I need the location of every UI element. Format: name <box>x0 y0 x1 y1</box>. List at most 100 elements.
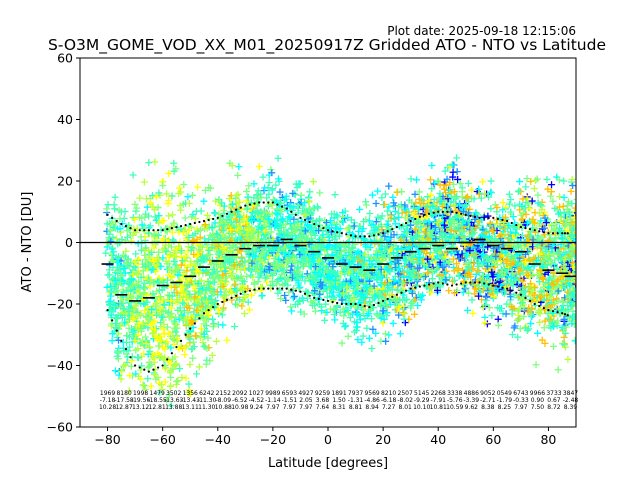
scatter-point <box>153 300 161 308</box>
scatter-point <box>138 239 146 247</box>
scatter-point <box>161 354 169 362</box>
scatter-point <box>134 345 142 353</box>
scatter-point <box>108 330 116 338</box>
scatter-point <box>108 245 116 253</box>
scatter-point <box>147 321 155 329</box>
scatter-point <box>155 248 163 256</box>
scatter-point <box>116 303 124 311</box>
scatter-point <box>137 366 145 374</box>
scatter-point <box>122 247 130 255</box>
scatter-point <box>108 337 116 345</box>
scatter-point <box>147 382 155 390</box>
scatter-point <box>118 368 126 376</box>
scatter-point <box>165 197 173 205</box>
scatter-point <box>115 348 123 356</box>
scatter-point <box>125 295 133 303</box>
scatter-point <box>151 371 159 379</box>
scatter-point <box>110 223 118 231</box>
scatter-point <box>113 235 121 243</box>
scatter-point <box>136 194 144 202</box>
scatter-point <box>163 338 171 346</box>
scatter-point <box>139 320 147 328</box>
scatter-point <box>129 315 137 323</box>
scatter-point <box>168 228 176 236</box>
scatter-point <box>102 249 110 257</box>
scatter-point <box>155 294 163 302</box>
scatter-point <box>147 360 155 368</box>
scatter-point <box>120 265 128 273</box>
scatter-point <box>180 181 188 189</box>
scatter-point <box>131 215 139 223</box>
scatter-point <box>126 372 134 380</box>
scatter-point <box>133 204 141 212</box>
scatter-point <box>134 354 142 362</box>
scatter-point <box>141 386 149 394</box>
scatter-point <box>165 170 173 178</box>
scatter-point <box>111 276 119 284</box>
scatter-point <box>115 253 123 261</box>
scatter-point <box>119 299 127 307</box>
scatter-point <box>169 211 177 219</box>
scatter-point <box>145 212 153 220</box>
scatter-point <box>168 274 176 282</box>
scatter-point <box>167 297 175 305</box>
scatter-point <box>123 227 131 235</box>
scatter-point <box>151 352 159 360</box>
scatter-point <box>106 227 114 235</box>
scatter-point <box>140 283 148 291</box>
scatter-point <box>158 313 166 321</box>
scatter-point <box>112 319 120 327</box>
scatter-point <box>116 279 124 287</box>
scatter-point <box>142 333 150 341</box>
scatter-point <box>125 280 133 288</box>
scatter-point <box>137 310 145 318</box>
scatter-point <box>135 372 143 380</box>
scatter-point <box>109 233 117 241</box>
scatter-point <box>113 352 121 360</box>
scatter-point <box>129 171 137 179</box>
scatter-point <box>159 254 167 262</box>
scatter-point <box>177 206 185 214</box>
scatter-point <box>111 289 119 297</box>
scatter-point <box>176 184 184 192</box>
scatter-point <box>164 291 172 299</box>
scatter-point <box>170 159 178 167</box>
scatter-point <box>165 313 173 321</box>
scatter-point <box>153 311 161 319</box>
scatter-point <box>149 192 157 200</box>
scatter-point <box>166 251 174 259</box>
scatter-point <box>181 214 189 222</box>
scatter-points <box>102 154 576 427</box>
scatter-point <box>167 243 175 251</box>
scatter-point <box>167 373 175 381</box>
scatter-point <box>121 361 129 369</box>
scatter-point <box>123 332 131 340</box>
scatter-point <box>149 290 157 298</box>
scatter-point <box>154 231 162 239</box>
scatter-point <box>135 255 143 263</box>
scatter-point <box>139 381 147 389</box>
scatter-point <box>125 324 133 332</box>
scatter-point <box>150 244 158 252</box>
scatter-point <box>137 273 145 281</box>
scatter-point <box>137 246 145 254</box>
scatter-point <box>145 253 153 261</box>
scatter-point <box>126 343 134 351</box>
scatter-point <box>103 205 111 213</box>
scatter-point <box>145 247 153 255</box>
scatter-point <box>157 262 165 270</box>
scatter-point <box>140 300 148 308</box>
scatter-point <box>161 345 169 353</box>
scatter-point <box>127 362 135 370</box>
scatter-point <box>167 402 175 410</box>
scatter-point <box>182 252 190 260</box>
scatter-point <box>167 344 175 352</box>
scatter-point <box>105 266 113 274</box>
scatter-point <box>162 307 170 315</box>
scatter-point <box>167 382 175 390</box>
scatter-point <box>170 220 178 228</box>
scatter-point <box>107 237 115 245</box>
scatter-point <box>162 396 170 404</box>
scatter-point <box>149 265 157 273</box>
